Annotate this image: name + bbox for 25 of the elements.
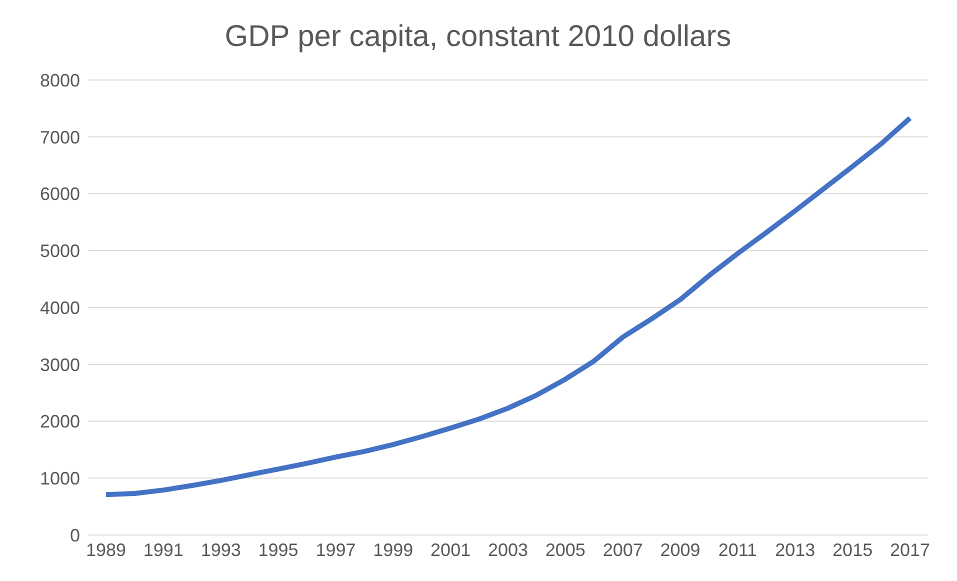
chart-title: GDP per capita, constant 2010 dollars [224, 19, 732, 55]
y-tick-label: 0 [70, 525, 80, 546]
x-tick-label: 1995 [258, 540, 298, 560]
y-tick-label: 2000 [40, 412, 80, 432]
y-tick-label: 6000 [40, 184, 80, 204]
y-tick-label: 7000 [40, 127, 80, 148]
x-tick-label: 2011 [718, 540, 758, 560]
y-tick-label: 8000 [40, 70, 80, 90]
y-tick-label: 5000 [40, 241, 80, 262]
y-tick-label: 4000 [40, 298, 80, 318]
x-tick-label: 2007 [602, 540, 643, 560]
x-tick-label: 2017 [890, 540, 930, 560]
x-tick-label: 2001 [430, 540, 471, 560]
x-tick-label: 2009 [660, 540, 700, 560]
y-tick-label: 1000 [40, 468, 80, 489]
x-tick-label: 2013 [775, 540, 816, 560]
y-tick-label: 3000 [40, 354, 80, 375]
x-tick-label: 1999 [373, 540, 414, 560]
x-tick-label: 1991 [143, 540, 184, 560]
x-tick-label: 1997 [316, 540, 356, 560]
x-tick-label: 2015 [832, 540, 873, 560]
x-tick-label: 2005 [545, 540, 586, 560]
x-tick-label: 1989 [86, 540, 126, 560]
x-tick-label: 1993 [200, 540, 241, 560]
x-tick-label: 2003 [488, 540, 528, 560]
